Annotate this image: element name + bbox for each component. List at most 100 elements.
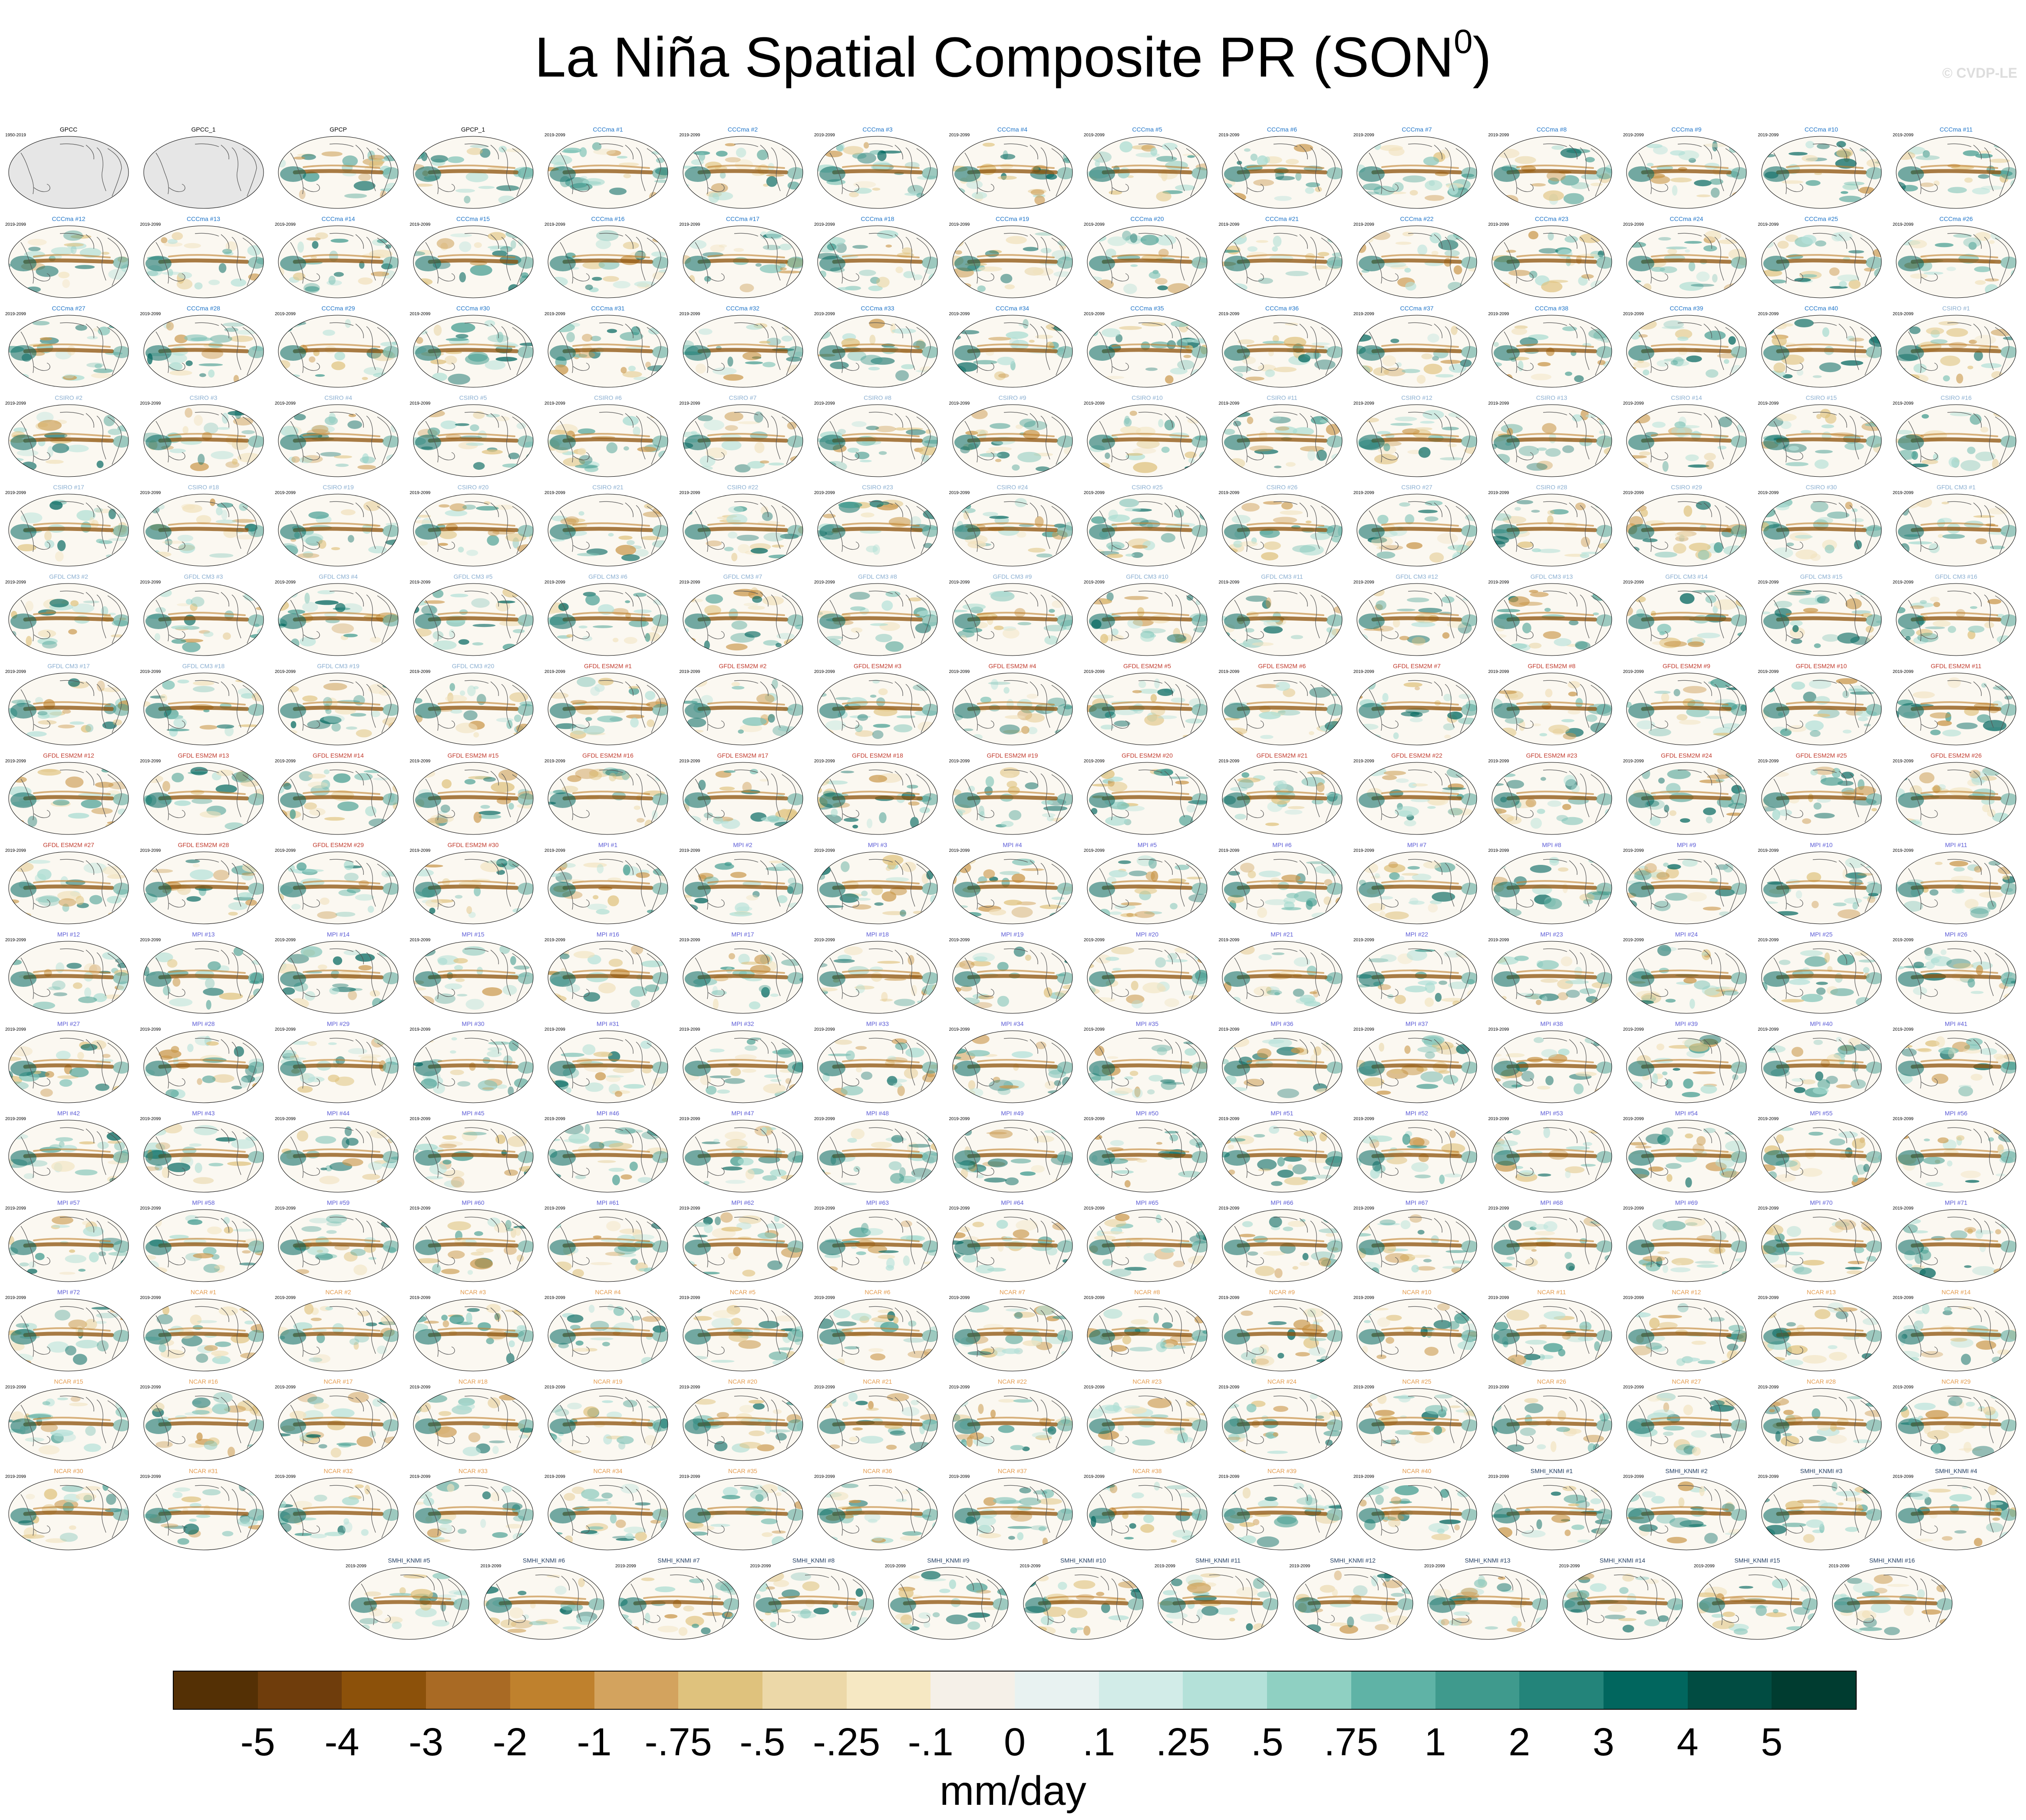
map-panel: GFDL CM3 #17 2019-2099 <box>3 662 134 748</box>
coastline <box>86 234 94 249</box>
coastline <box>59 322 84 326</box>
indian-ocean-wet-anomaly <box>1596 257 1612 269</box>
anomaly-blob <box>628 366 636 372</box>
coastline <box>20 152 34 195</box>
maritime-continent-wet-anomaly <box>1628 524 1654 540</box>
map-panel: GFDL CM3 #20 2019-2099 <box>408 662 538 748</box>
indian-ocean-wet-anomaly <box>1056 346 1072 358</box>
anomaly-blob <box>1777 241 1789 249</box>
coastline <box>501 237 511 281</box>
anomaly-blob <box>1871 808 1877 811</box>
anomaly-blob <box>1024 267 1044 276</box>
panel-title: GFDL CM3 #17 <box>47 663 90 669</box>
equatorial-dry-band <box>832 527 923 532</box>
maritime-continent-wet-anomaly <box>280 345 306 361</box>
anomaly-blob <box>1054 588 1072 597</box>
anomaly-blob <box>1564 236 1578 243</box>
anomaly-blob <box>198 363 223 366</box>
anomaly-blob <box>1805 720 1824 731</box>
anomaly-blob <box>362 377 368 380</box>
anomaly-blob <box>836 287 854 290</box>
panel-title: CSIRO #3 <box>189 394 218 401</box>
anomaly-blob <box>149 284 155 287</box>
coastline <box>782 327 796 376</box>
panel-title: CSIRO #11 <box>1267 394 1297 401</box>
coastline <box>771 237 781 281</box>
coastline <box>708 184 725 192</box>
panel-title: CSIRO #30 <box>1805 484 1837 491</box>
anomaly-blob <box>1705 595 1716 603</box>
anomaly-blob <box>12 862 34 872</box>
anomaly-blob <box>1332 458 1342 469</box>
equatorial-dry-band <box>1776 706 1867 711</box>
anomaly-blob <box>324 416 338 425</box>
anomaly-blob <box>818 462 836 468</box>
anomaly-blob <box>1518 445 1539 456</box>
robinson-map <box>548 762 668 835</box>
equatorial-dry-band <box>1506 169 1597 175</box>
anomaly-blob <box>512 629 525 633</box>
equatorial-dry-band <box>1237 527 1327 532</box>
anomaly-blob <box>1361 734 1381 740</box>
itcz-dry-band <box>842 343 920 348</box>
anomaly-blob <box>1627 727 1635 735</box>
anomaly-blob <box>1920 600 1927 604</box>
anomaly-blob <box>1264 156 1270 163</box>
equatorial-dry-band <box>1371 795 1462 801</box>
anomaly-blob <box>731 620 747 630</box>
map-border <box>952 225 1072 298</box>
robinson-map <box>413 583 533 656</box>
anomaly-blob <box>759 341 771 344</box>
robinson-map <box>1491 762 1612 835</box>
anomaly-blob <box>623 416 639 426</box>
map-panel: GFDL CM3 #14 2019-2099 <box>1621 572 1752 659</box>
map-panel: GFDL ESM2M #10 2019-2099 <box>1756 662 1887 748</box>
anomaly-blob <box>1956 722 1978 729</box>
anomaly-blob <box>119 735 129 738</box>
anomaly-blob <box>852 245 868 249</box>
anomaly-blob <box>305 286 320 292</box>
map-border <box>548 136 668 209</box>
anomaly-blob <box>907 185 924 195</box>
coastline <box>377 237 392 286</box>
coastline <box>1569 323 1577 339</box>
equatorial-dry-band <box>967 616 1058 622</box>
anomaly-blob <box>866 545 878 553</box>
anomaly-blob <box>416 541 428 546</box>
indian-ocean-wet-anomaly <box>517 346 533 358</box>
anomaly-blob <box>1304 351 1321 359</box>
anomaly-blob <box>1193 463 1207 468</box>
anomaly-blob <box>768 714 775 723</box>
panel-title: CCCma #12 <box>52 215 86 222</box>
maritime-continent-wet-anomaly <box>145 345 172 361</box>
robinson-map <box>143 225 264 298</box>
anomaly-blob <box>875 425 896 432</box>
anomaly-blob <box>1366 679 1376 690</box>
robinson-map <box>1087 583 1208 656</box>
anomaly-blob <box>1508 270 1531 276</box>
anomaly-blob <box>653 820 667 828</box>
anomaly-blob <box>1468 320 1477 332</box>
anomaly-blob <box>823 639 841 647</box>
anomaly-blob <box>1691 590 1716 593</box>
coastline <box>1029 323 1038 339</box>
anomaly-blob <box>310 256 317 259</box>
anomaly-blob <box>1545 448 1561 457</box>
anomaly-blob <box>1119 326 1142 330</box>
anomaly-blob <box>1873 821 1881 826</box>
anomaly-blob <box>280 321 293 332</box>
anomaly-blob <box>1002 628 1020 639</box>
anomaly-blob <box>529 903 533 910</box>
robinson-map <box>8 851 129 924</box>
map-border <box>1761 136 1881 209</box>
anomaly-blob <box>694 465 713 471</box>
anomaly-blob <box>1275 682 1290 691</box>
anomaly-blob <box>1814 696 1830 705</box>
anomaly-blob <box>1538 248 1558 254</box>
coastline <box>1677 233 1702 237</box>
anomaly-blob <box>548 546 554 551</box>
anomaly-blob <box>1185 718 1203 724</box>
coastline <box>1849 147 1859 191</box>
anomaly-blob <box>449 683 455 691</box>
maritime-continent-wet-anomaly <box>10 703 36 719</box>
